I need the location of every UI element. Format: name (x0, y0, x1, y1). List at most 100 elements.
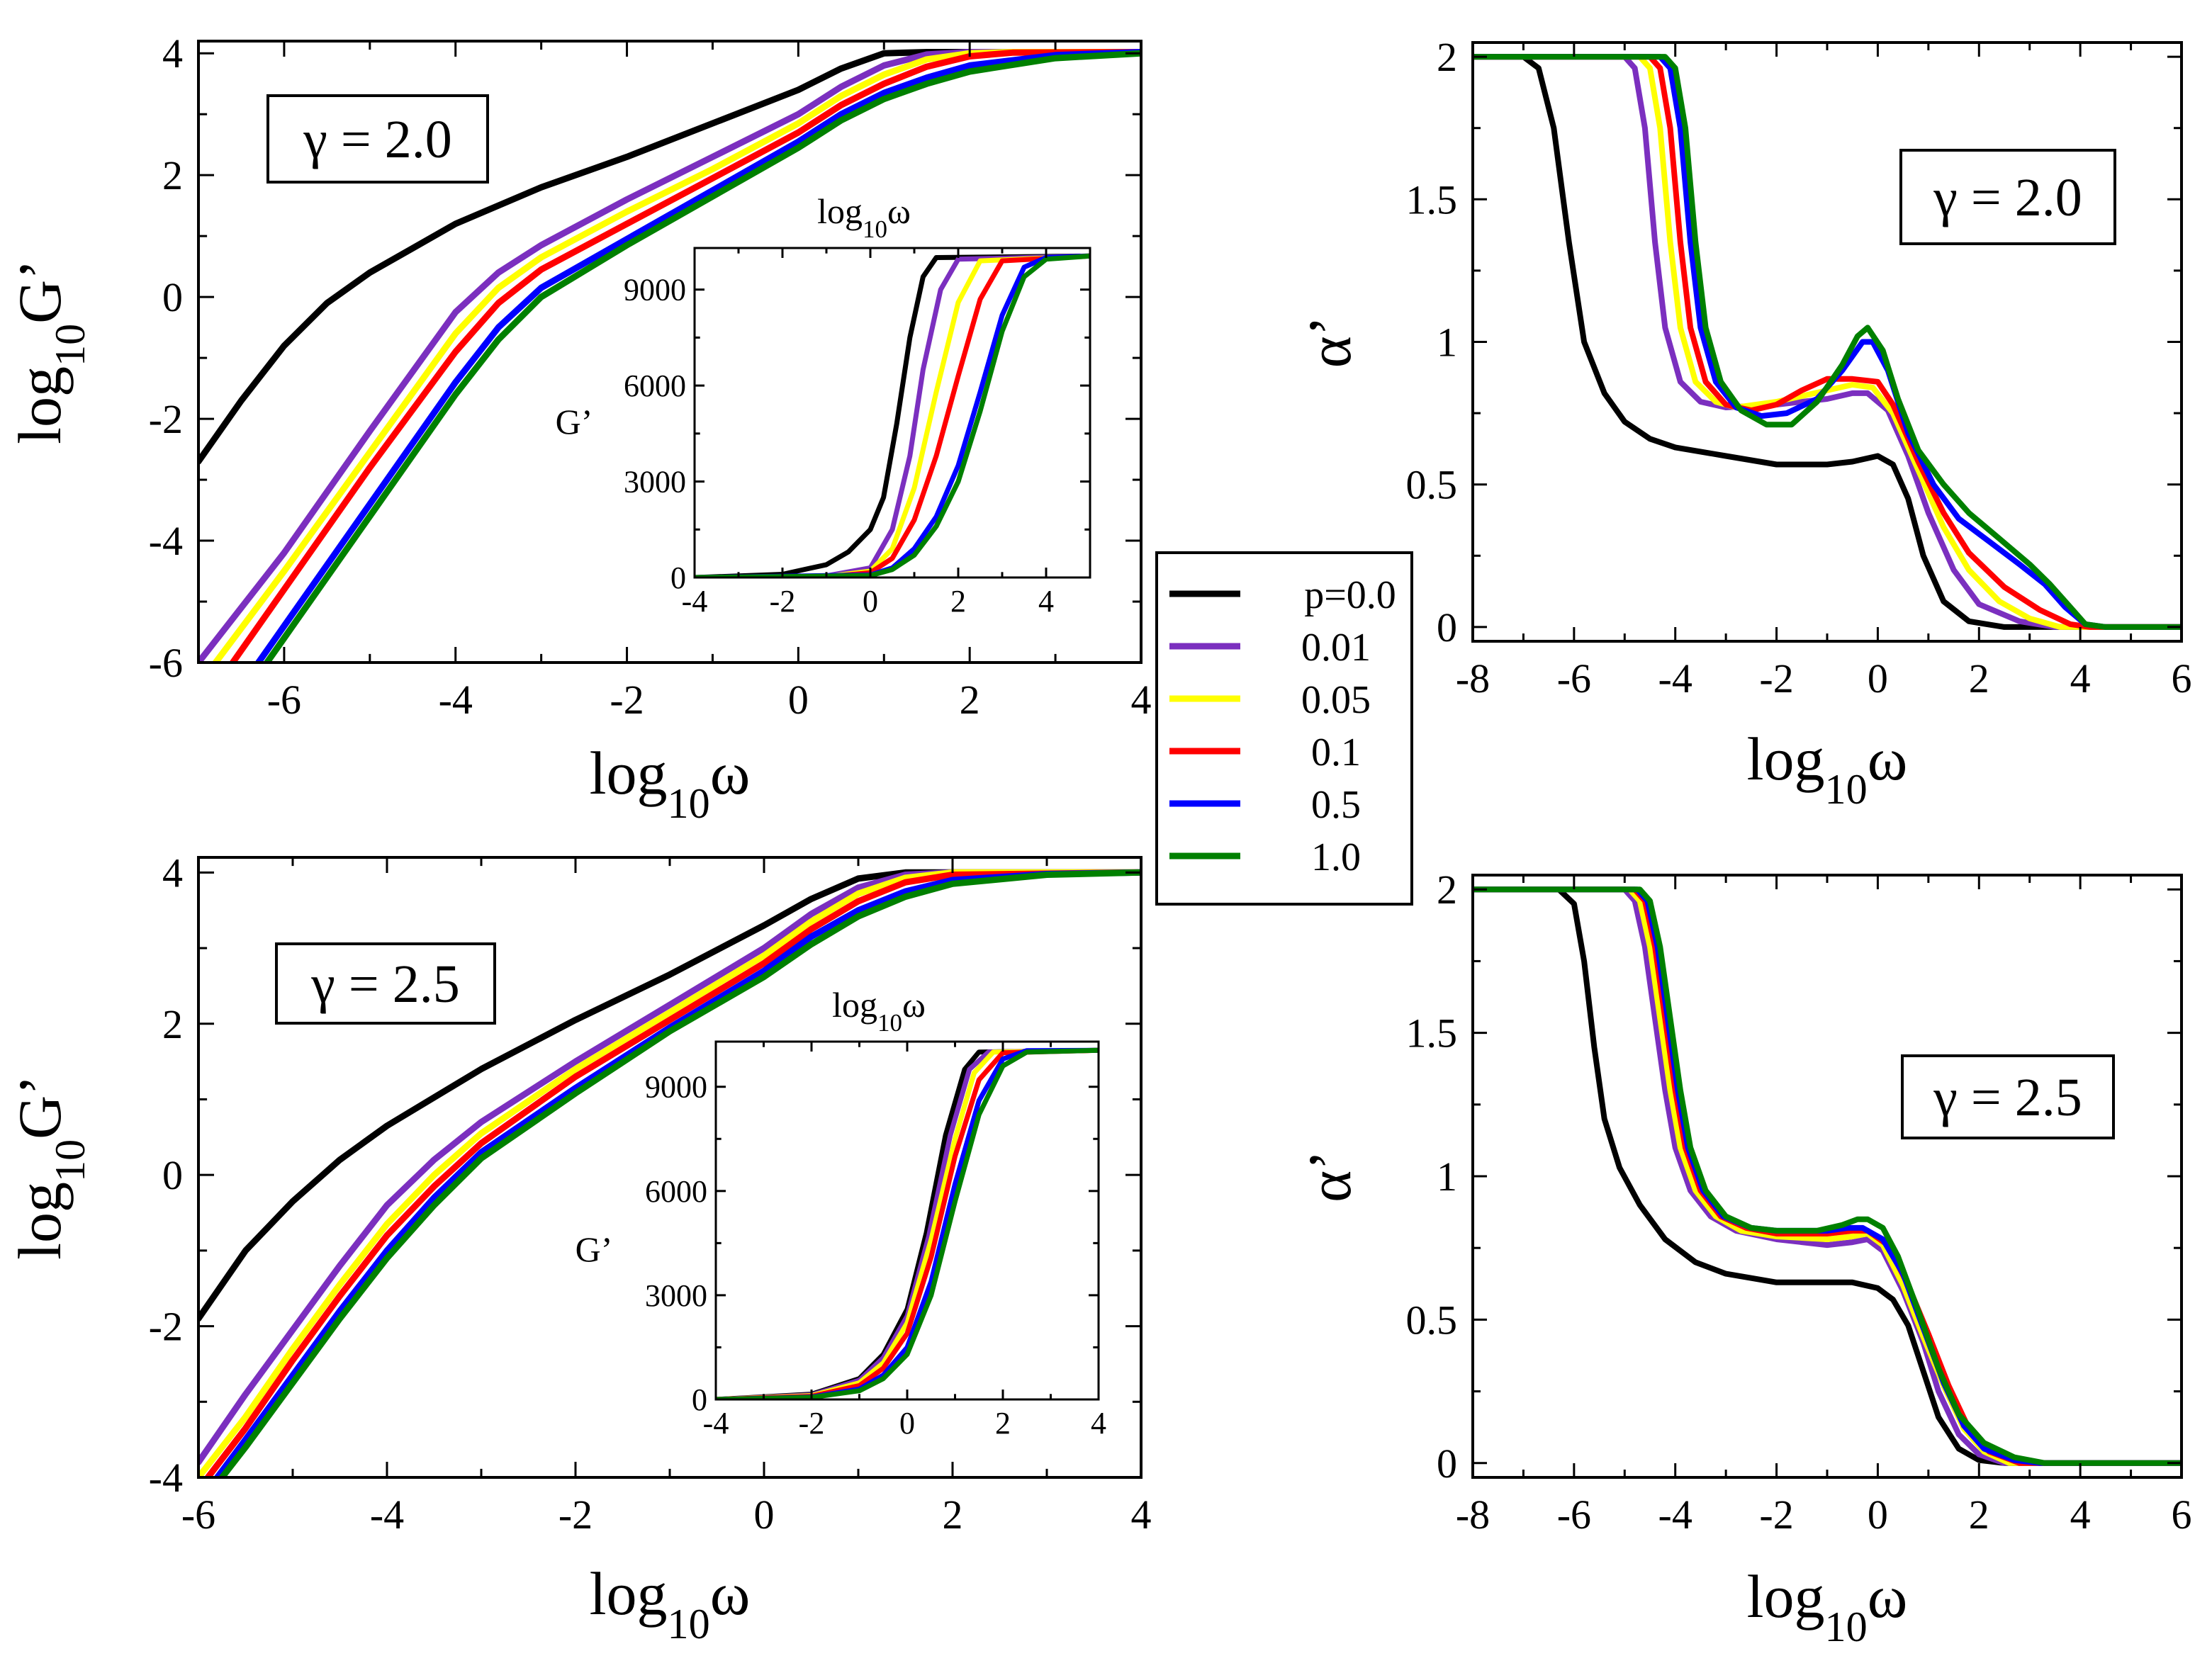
y-tick-label: -6 (149, 640, 183, 686)
x-tick-label: -6 (267, 677, 301, 723)
inset-y-label: G’ (556, 402, 593, 441)
legend-label: p=0.0 (1304, 573, 1396, 617)
series-group (695, 253, 1090, 577)
y-tick-label: 0 (162, 1152, 183, 1198)
y-tick-label: 4 (162, 30, 183, 77)
y-tick-label: 0.5 (1406, 462, 1458, 508)
x-tick-label: 2 (995, 1406, 1011, 1441)
x-tick-label: -8 (1456, 1492, 1490, 1538)
series-line-0_01 (198, 869, 1141, 1466)
y-tick-label: 0 (692, 1382, 707, 1417)
series-line-0_01 (1473, 54, 2182, 630)
legend-label: 0.05 (1301, 678, 1371, 722)
y-axis-label: α’ (1296, 1150, 1364, 1202)
series-line-p_0_0 (198, 49, 1141, 465)
legend-frame (1155, 551, 1413, 906)
inset-title: log10ω (832, 985, 926, 1037)
gamma-annotation-box (1899, 149, 2116, 245)
series-line-0_05 (1473, 886, 2182, 1466)
series-line-1_0 (1473, 886, 2182, 1466)
gamma-annotation: γ = 2.0 (1933, 168, 2082, 227)
series-line-0_05 (198, 869, 1141, 1477)
x-axis-label: log10ω (590, 1560, 751, 1648)
x-axis-label: log10ω (1747, 725, 1908, 813)
gamma-annotation: γ = 2.5 (1933, 1068, 2082, 1127)
x-tick-label: -4 (439, 677, 473, 723)
series-line-0_1 (204, 869, 1141, 1477)
x-tick-label: 4 (1131, 677, 1152, 723)
series-line-0_1 (1473, 54, 2182, 630)
x-tick-label: 6 (2172, 655, 2192, 701)
series-line-0_05 (212, 49, 1141, 663)
series-group (716, 1047, 1099, 1399)
x-tick-label: 0 (863, 584, 878, 619)
y-tick-label: -2 (149, 1304, 183, 1350)
y-tick-label: -2 (149, 396, 183, 442)
series-line-0_5 (214, 869, 1141, 1477)
y-tick-label: 1 (1437, 1154, 1457, 1200)
x-tick-label: -4 (1658, 1492, 1692, 1538)
x-tick-label: 0 (754, 1492, 775, 1538)
series-line-p_0_0 (1473, 886, 2182, 1466)
x-tick-label: 2 (950, 584, 966, 619)
series-line-1_0 (695, 253, 1090, 577)
x-tick-label: 6 (2172, 1492, 2192, 1538)
series-line-0_05 (1473, 54, 2182, 630)
x-tick-label: -2 (770, 584, 796, 619)
series-group (198, 869, 1141, 1477)
x-tick-label: 4 (1038, 584, 1054, 619)
gamma-annotation-box (275, 942, 496, 1025)
series-line-1_0 (1473, 54, 2182, 630)
y-axis-label: log10G’ (6, 259, 94, 444)
y-tick-label: 2 (1437, 867, 1457, 913)
series-line-0_5 (1473, 886, 2182, 1466)
x-tick-label: -2 (1759, 1492, 1793, 1538)
axes-frame (693, 247, 1091, 579)
gamma-annotation-box (266, 94, 489, 184)
series-line-p_0_0 (1473, 54, 2182, 630)
panel-top-right: -8 -6 -4 -2 0 2 4 6 0 0.5 1 1.5 2 log10ω α’ γ = 2.0 (1296, 34, 2192, 813)
gamma-annotation: γ = 2.0 (303, 110, 451, 169)
gamma-annotation: γ = 2.5 (310, 954, 459, 1014)
y-tick-label: -4 (149, 518, 183, 564)
series-line-0_1 (229, 49, 1141, 663)
y-axis-label: α’ (1296, 316, 1364, 368)
series-group (1473, 886, 2182, 1466)
legend-label: 1.0 (1311, 835, 1361, 879)
x-tick-label: 4 (1091, 1406, 1106, 1441)
panel-top-left-inset: -4 -2 0 2 4 0 3000 6000 9000 log10ω G’ (556, 191, 1091, 619)
panel-bottom-left-inset: -4 -2 0 2 4 0 3000 6000 9000 log10ω G’ (576, 985, 1106, 1441)
y-tick-label: 1.5 (1406, 176, 1458, 222)
panel-top-left: -6 -4 -2 0 2 4 -6 -4 -2 0 2 4 log10ω log10G’ γ = 2.0 (6, 30, 1152, 827)
series-group (1473, 54, 2182, 630)
legend-label: 0.01 (1301, 626, 1371, 670)
series-line-0_01 (198, 49, 1141, 663)
x-tick-label: -4 (1658, 655, 1692, 701)
y-tick-label: 2 (162, 152, 183, 198)
x-tick-label: -6 (181, 1492, 215, 1538)
series-line-0_5 (1473, 54, 2182, 630)
series-line-0_1 (1473, 886, 2182, 1466)
inset-y-label: G’ (576, 1229, 613, 1269)
x-tick-label: 4 (2070, 1492, 2091, 1538)
series-line-0_01 (1473, 886, 2182, 1466)
y-tick-label: 6000 (624, 368, 686, 403)
series-line-0_5 (255, 49, 1141, 663)
x-tick-label: 0 (1868, 1492, 1888, 1538)
y-tick-label: 9000 (624, 273, 686, 308)
x-tick-label: -2 (1759, 655, 1793, 701)
x-tick-label: 2 (943, 1492, 963, 1538)
x-tick-label: -4 (703, 1406, 729, 1441)
y-tick-label: 0 (1437, 1441, 1457, 1487)
y-tick-label: 4 (162, 850, 183, 896)
x-tick-label: -4 (682, 584, 708, 619)
panel-bottom-right: -8 -6 -4 -2 0 2 4 6 0 0.5 1 1.5 2 log10ω α’ γ = 2.5 (1296, 867, 2192, 1650)
x-tick-label: -8 (1456, 655, 1490, 701)
x-axis-label: log10ω (1747, 1562, 1908, 1651)
legend: p=0.0 0.01 0.05 0.1 0.5 1.0 (1155, 551, 1413, 906)
y-tick-label: 3000 (645, 1278, 707, 1313)
y-tick-label: 0 (1437, 604, 1457, 650)
legend-label: 0.1 (1311, 731, 1361, 774)
